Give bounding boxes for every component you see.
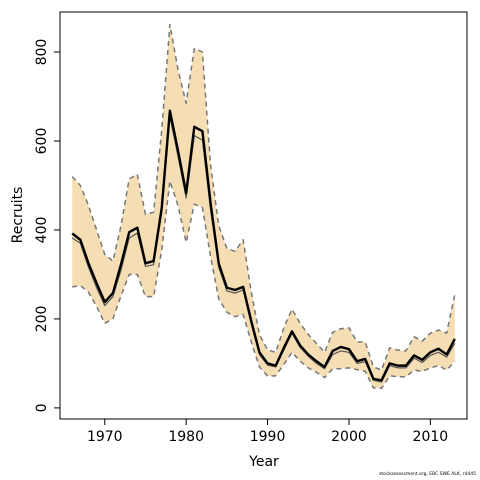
y-tick-label-400: 400 [34,217,50,244]
estimate-line [71,109,456,382]
x-tick-label-1990: 1990 [250,429,286,445]
x-tick-label-2010: 2010 [413,429,449,445]
y-tick-label-0: 0 [34,403,50,412]
x-axis: 1970 1980 1990 2000 2010 [87,419,448,445]
y-tick-label-600: 600 [34,128,50,155]
upper-bound-line [71,23,456,371]
y-axis-label: Recruits [10,187,26,244]
confidence-band [72,24,455,389]
lower-bound-line [72,180,456,390]
y-tick-label-200: 200 [34,306,50,333]
x-tick-label-2000: 2000 [331,429,367,445]
plot-layer [71,23,456,390]
footer-note: stockassessment.org, EBC SWE ALK, r4445 [379,472,476,477]
x-tick-label-1980: 1980 [168,429,204,445]
x-axis-label: Year [248,454,279,470]
y-axis: 0 200 400 600 800 [34,39,60,412]
x-tick-label-1970: 1970 [87,429,123,445]
y-tick-label-800: 800 [34,39,50,66]
plot-frame [59,11,468,420]
